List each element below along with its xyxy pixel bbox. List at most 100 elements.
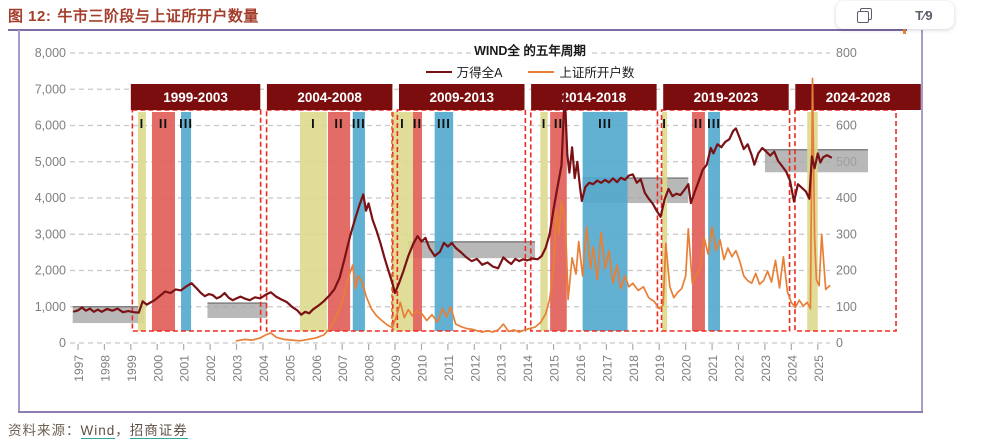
phase-numeral-I: I (400, 116, 405, 131)
x-axis-year-label: 2017 (600, 355, 614, 382)
phase-numeral-III: III (598, 116, 612, 131)
source-separator: ， (115, 423, 130, 438)
right-axis-tick-label: 200 (836, 264, 857, 278)
x-axis-year-label: 2022 (733, 355, 747, 382)
accounts-line-swatch (528, 70, 555, 73)
period-label: 2024-2028 (826, 90, 891, 105)
right-axis-tick-label: 0 (836, 336, 843, 350)
phase-band-I (137, 112, 146, 331)
phase-numeral-II: II (334, 116, 343, 131)
phase-numeral-II: II (694, 116, 703, 131)
period-dashed-box (529, 109, 659, 332)
frame-right-border (921, 30, 923, 412)
x-axis-year-label: 1997 (72, 355, 86, 382)
phase-numeral-I: I (542, 116, 547, 131)
phase-numeral-I: I (140, 116, 145, 131)
period-label: 2004-2008 (297, 90, 362, 105)
x-axis-year-label: 1999 (125, 355, 139, 382)
phase-band-I (391, 112, 414, 331)
figure-number: 图 12: (8, 8, 52, 25)
x-axis-year-label: 2011 (442, 355, 456, 381)
phase-band-II (413, 112, 422, 331)
figure-title-text: 牛市三阶段与上证所开户数量 (57, 8, 259, 25)
source-link-wind[interactable]: Wind (80, 423, 116, 439)
period-dashed-box (660, 109, 791, 332)
legend-index-label: 万得全A (456, 66, 503, 80)
x-axis-year-label: 2014 (521, 355, 535, 382)
phase-band-III (708, 112, 721, 331)
phase-numeral-II: II (159, 116, 168, 131)
period-label: 2009-2013 (429, 90, 494, 105)
left-axis-tick-label: 4,000 (35, 191, 66, 205)
legend-item-index: 万得全A (423, 62, 505, 81)
x-axis-year-label: 2019 (653, 355, 667, 382)
x-axis-year-label: 2025 (812, 355, 826, 382)
left-axis-tick-label: 7,000 (35, 82, 66, 96)
legend-cycle-title: WIND全 的五年周期 (471, 40, 589, 59)
right-axis-tick-label: 100 (836, 300, 857, 314)
x-axis-year-label: 2013 (495, 355, 509, 382)
phase-band-I (299, 112, 327, 331)
left-axis-tick-label: 8,000 (35, 46, 66, 60)
x-axis-year-label: 2002 (204, 355, 218, 382)
phase-band-II (550, 112, 567, 331)
x-axis-year-label: 2024 (785, 355, 799, 382)
average-band (207, 303, 267, 318)
phase-band-III (181, 112, 192, 331)
phase-numeral-III: III (707, 116, 721, 131)
phase-numeral-II: II (554, 116, 563, 131)
chart-legend: WIND全 的五年周期 万得全A 上证所开户数 (330, 40, 730, 81)
source-label: 资料来源： (8, 423, 81, 438)
period-dashed-box (265, 109, 394, 332)
left-axis-tick-label: 1,000 (35, 300, 66, 314)
overlay-toolbar: T⁄9 (836, 1, 954, 29)
index-line-swatch (425, 70, 452, 73)
right-axis-tick-label: 800 (836, 46, 857, 60)
phase-band-I (807, 112, 818, 331)
right-axis-tick-label: 300 (836, 227, 857, 241)
copy-icon[interactable] (857, 7, 873, 23)
x-axis-year-label: 2004 (257, 355, 271, 382)
phase-band-III (434, 112, 454, 331)
phase-numeral-I: I (662, 116, 667, 131)
x-axis-year-label: 2007 (336, 355, 350, 382)
x-axis-year-label: 2021 (706, 355, 720, 382)
right-axis-tick-label: 400 (836, 191, 857, 205)
source-note: 资料来源：Wind，招商证券 (8, 419, 188, 439)
source-link-cms[interactable]: 招商证券 (129, 423, 188, 439)
phase-band-II (692, 112, 705, 331)
x-axis-year-label: 1998 (98, 355, 112, 382)
left-axis-tick-label: 5,000 (35, 155, 66, 169)
x-axis-year-label: 2015 (548, 355, 562, 382)
x-axis-year-label: 2008 (363, 355, 377, 382)
x-axis-year-label: 2000 (151, 355, 165, 382)
frame-bottom-border (18, 411, 923, 413)
phase-band-III (582, 112, 628, 331)
left-axis-tick-label: 6,000 (35, 119, 66, 133)
phase-band-III (352, 112, 365, 331)
period-label-box (399, 84, 525, 110)
period-label: 1999-2003 (163, 90, 228, 105)
x-axis-year-label: 2009 (389, 355, 403, 382)
figure-title: 图 12: 牛市三阶段与上证所开户数量 (8, 5, 259, 26)
title-divider (8, 29, 907, 31)
phase-numeral-I: I (311, 116, 316, 131)
period-label-box (266, 84, 393, 110)
x-axis-year-label: 2018 (627, 355, 641, 382)
x-axis-year-label: 2020 (680, 355, 694, 382)
translate-icon[interactable]: T⁄9 (915, 7, 933, 23)
legend-accounts-label: 上证所开户数 (559, 66, 635, 80)
period-dashed-box (396, 109, 527, 332)
period-label: 2019-2023 (694, 90, 759, 105)
x-axis-year-label: 2023 (759, 355, 773, 382)
period-label-box (531, 84, 657, 110)
phase-band-I (661, 112, 668, 331)
x-axis-year-label: 2010 (415, 355, 429, 382)
x-axis-year-label: 2003 (231, 355, 245, 382)
right-axis-tick-label: 600 (836, 119, 857, 133)
phase-band-II (327, 112, 351, 331)
phase-numeral-III: III (352, 116, 366, 131)
period-label-box (130, 84, 261, 110)
